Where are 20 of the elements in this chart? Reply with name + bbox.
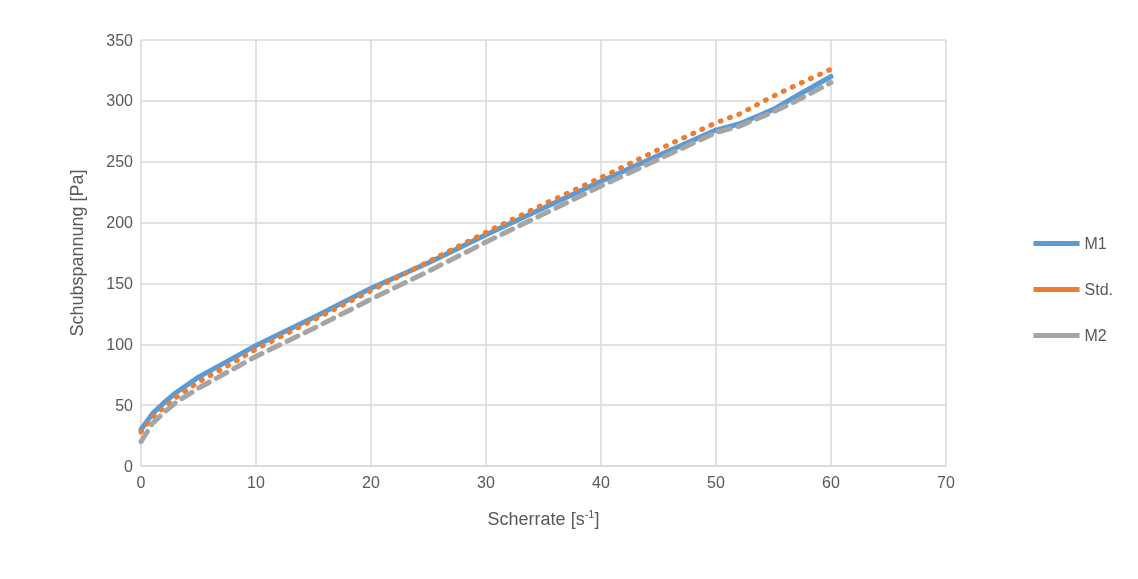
y-axis-title: Schubspannung [Pa] bbox=[67, 169, 87, 337]
y-tick-label: 200 bbox=[106, 214, 134, 232]
x-tick-label: 20 bbox=[362, 473, 380, 491]
legend-label: M2 bbox=[1084, 327, 1107, 344]
x-tick-label: 10 bbox=[247, 473, 265, 491]
legend-label: Std. bbox=[1084, 281, 1114, 298]
y-tick-label: 100 bbox=[106, 335, 134, 353]
x-tick-label: 0 bbox=[136, 473, 146, 491]
x-tick-label: 30 bbox=[477, 473, 495, 491]
y-tick-label: 0 bbox=[124, 457, 134, 475]
legend-label: M1 bbox=[1084, 235, 1107, 252]
x-tick-label: 50 bbox=[707, 473, 725, 491]
x-tick-label: 60 bbox=[822, 473, 840, 491]
x-tick-label: 40 bbox=[592, 473, 610, 491]
y-tick-label: 50 bbox=[115, 396, 134, 414]
y-tick-label: 350 bbox=[106, 31, 134, 49]
y-tick-label: 150 bbox=[106, 274, 134, 292]
y-tick-label: 300 bbox=[106, 92, 134, 110]
x-tick-label: 70 bbox=[937, 473, 955, 491]
y-tick-label: 250 bbox=[106, 153, 134, 171]
